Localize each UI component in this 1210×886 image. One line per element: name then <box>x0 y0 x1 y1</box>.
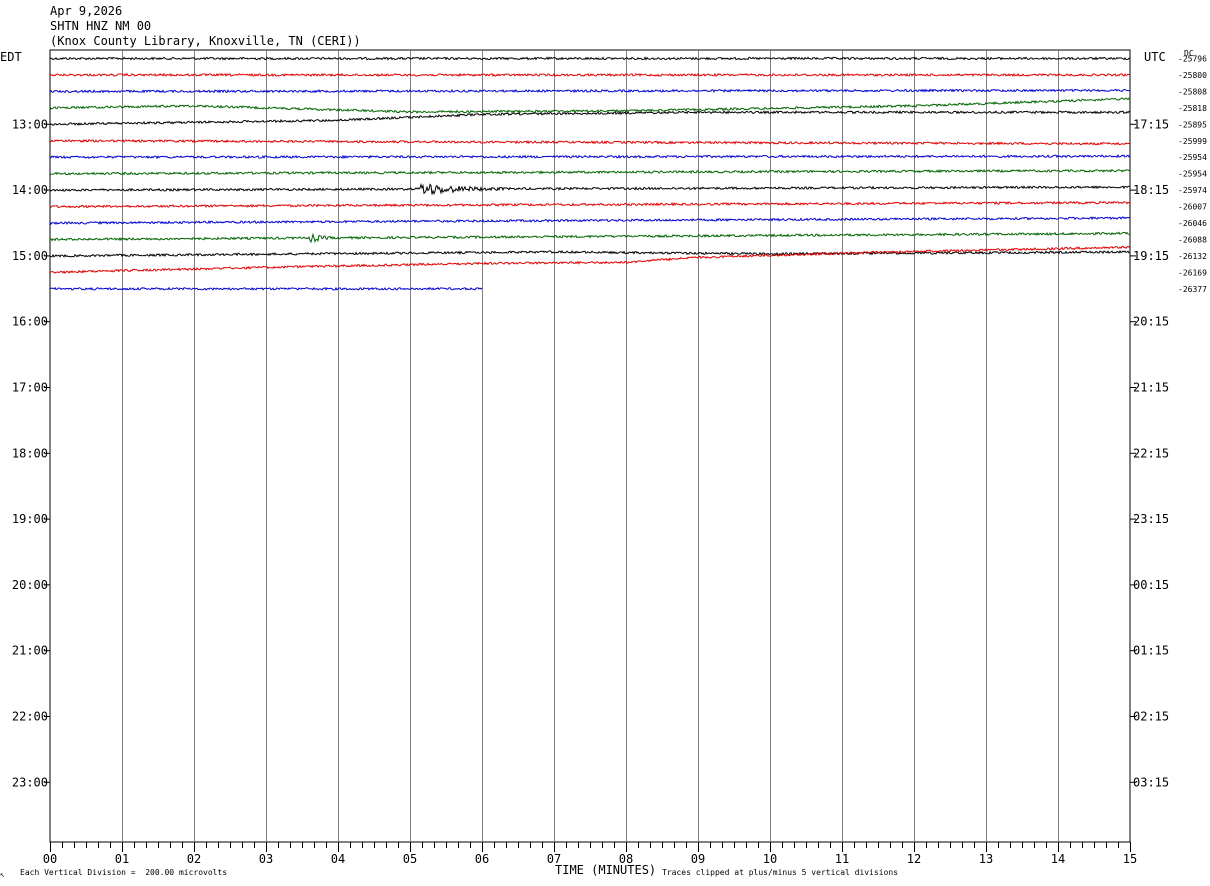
hour-label-utc: 18:15 <box>1133 183 1169 197</box>
x-tick-label-05: 05 <box>403 852 417 866</box>
dc-offset-label: -26046 <box>1178 219 1207 228</box>
hour-label-utc: 22:15 <box>1133 446 1169 460</box>
hour-label-local: 23:00 <box>12 775 48 789</box>
hour-label-local: 19:00 <box>12 512 48 526</box>
dc-offset-label: -25818 <box>1178 104 1207 113</box>
dc-offset-label: -26007 <box>1178 203 1207 212</box>
trace-9 <box>49 182 1131 196</box>
trace-5 <box>49 110 1131 126</box>
corner-mark: ↖ <box>0 870 5 879</box>
x-tick-label-04: 04 <box>331 852 345 866</box>
scale-note: Each Vertical Division = 200.00 microvol… <box>20 868 228 877</box>
hour-label-local: 22:00 <box>12 710 48 724</box>
x-tick-label-10: 10 <box>763 852 777 866</box>
x-tick-label-09: 09 <box>691 852 705 866</box>
hour-label-utc: 02:15 <box>1133 710 1169 724</box>
hour-label-utc: 21:15 <box>1133 381 1169 395</box>
hour-label-local: 17:00 <box>12 381 48 395</box>
x-tick-label-11: 11 <box>835 852 849 866</box>
hour-label-local: 14:00 <box>12 183 48 197</box>
x-tick-label-00: 00 <box>43 852 57 866</box>
dc-offset-label: -25954 <box>1178 170 1207 179</box>
trace-13 <box>49 249 1131 258</box>
dc-offset-label: -26132 <box>1178 252 1207 261</box>
clip-note: Traces clipped at plus/minus 5 vertical … <box>662 868 899 877</box>
hour-label-utc: 23:15 <box>1133 512 1169 526</box>
x-tick-label-14: 14 <box>1051 852 1065 866</box>
x-tick-label-15: 15 <box>1123 852 1137 866</box>
hour-label-local: 18:00 <box>12 446 48 460</box>
trace-15 <box>49 286 483 291</box>
trace-3 <box>49 88 1131 94</box>
x-tick-label-08: 08 <box>619 852 633 866</box>
dc-offset-label: -25954 <box>1178 153 1207 162</box>
hour-label-local: 16:00 <box>12 315 48 329</box>
station-label: SHTN HNZ NM 00 <box>50 19 152 33</box>
hour-label-utc: 00:15 <box>1133 578 1169 592</box>
hour-label-local: 13:00 <box>12 117 48 131</box>
hour-label-utc: 19:15 <box>1133 249 1169 263</box>
x-axis-title: TIME (MINUTES) <box>555 863 657 877</box>
location-label: (Knox County Library, Knoxville, TN (CER… <box>50 34 361 48</box>
hour-label-local: 21:00 <box>12 644 48 658</box>
trace-7 <box>49 154 1131 160</box>
dc-offset-label: -25974 <box>1178 186 1207 195</box>
trace-10 <box>49 200 1131 209</box>
hour-label-utc: 01:15 <box>1133 644 1169 658</box>
hour-label-utc: 17:15 <box>1133 117 1169 131</box>
right-axis-label: UTC <box>1144 50 1166 64</box>
hour-label-utc: 20:15 <box>1133 315 1169 329</box>
left-axis-label: EDT <box>0 50 22 64</box>
x-tick-label-01: 01 <box>115 852 129 866</box>
x-tick-label-07: 07 <box>547 852 561 866</box>
trace-4 <box>49 97 1131 114</box>
x-tick-label-02: 02 <box>187 852 201 866</box>
hour-label-local: 15:00 <box>12 249 48 263</box>
dc-offset-label: -25895 <box>1178 120 1207 129</box>
trace-1 <box>49 56 1131 61</box>
dc-offset-label: -26377 <box>1178 285 1207 294</box>
trace-14 <box>49 245 1131 274</box>
dc-offset-label: -25808 <box>1178 87 1207 96</box>
x-tick-label-06: 06 <box>475 852 489 866</box>
trace-6 <box>49 138 1131 146</box>
date-label: Apr 9,2026 <box>50 4 123 18</box>
trace-8 <box>49 168 1131 176</box>
x-tick-label-13: 13 <box>979 852 993 866</box>
hour-label-utc: 03:15 <box>1133 775 1169 789</box>
plot-frame <box>49 49 1131 843</box>
dc-label: DC <box>1184 49 1194 58</box>
dc-offset-label: -25796 <box>1178 55 1207 64</box>
x-tick-label-03: 03 <box>259 852 273 866</box>
trace-2 <box>49 72 1131 78</box>
trace-11 <box>49 216 1131 225</box>
dc-offset-label: -25800 <box>1178 71 1207 80</box>
hour-label-local: 20:00 <box>12 578 48 592</box>
trace-12 <box>49 231 1131 244</box>
dc-offset-label: -26088 <box>1178 235 1207 244</box>
x-tick-label-12: 12 <box>907 852 921 866</box>
dc-offset-label: -25999 <box>1178 137 1207 146</box>
dc-offset-label: -26169 <box>1178 268 1207 277</box>
